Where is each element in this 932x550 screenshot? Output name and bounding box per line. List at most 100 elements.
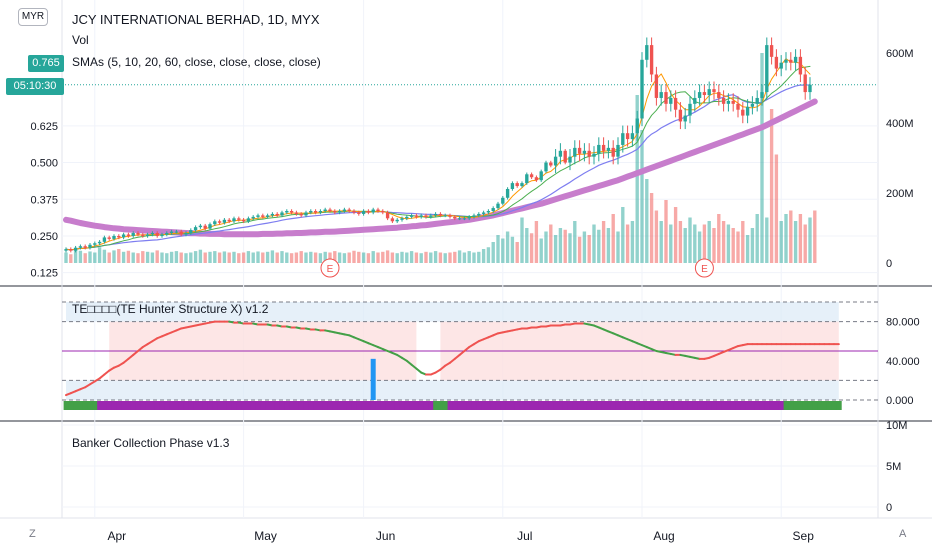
candle-body [669,97,673,104]
te-phase-cell [438,401,444,410]
sma-legend[interactable]: SMAs (5, 10, 20, 60, close, close, close… [72,55,321,69]
candle-body [289,211,294,213]
volume-bar [793,221,798,263]
te-phase-cell [534,401,540,410]
te-phase-cell [308,401,314,410]
te-phase-cell [447,401,453,410]
candle-body [342,209,347,211]
volume-bar [568,233,572,263]
te-phase-cell [380,401,386,410]
volume-bar [299,251,303,263]
te-line-segment [127,353,135,360]
te-phase-cell [831,401,837,410]
te-phase-cell [418,401,425,410]
te-phase-cell [778,401,785,410]
volume-bar [477,251,481,263]
candle-body [395,219,399,222]
te-signal-bar [370,358,376,400]
candle-body [213,221,217,225]
volume-bar [774,154,779,263]
candle-body [400,218,404,220]
candle-body [184,233,188,235]
candle-body [208,224,212,229]
volume-tick-label: 600M [886,48,914,60]
volume-bar [400,251,404,263]
te-phase-cell [322,401,329,410]
te-phase-cell [826,401,833,410]
price-tick-label: 0.625 [30,121,58,133]
volume-bar [261,252,265,263]
te-phase-cell [164,401,170,410]
candle-body [654,74,659,98]
candle-body [93,243,97,245]
volume-bar [385,250,390,263]
candle-body [808,84,812,93]
candle-body [347,209,351,211]
volume-bar [755,214,759,263]
volume-bar [481,249,486,263]
candle-body [544,162,548,172]
earnings-marker [694,258,714,278]
te-phase-cell [750,401,756,410]
te-phase-cell [126,401,132,410]
te-phase-cell [116,401,122,410]
volume-bar [179,252,183,263]
volume-bar [717,214,721,263]
volume-bar [707,221,711,263]
volume-bar [280,251,284,263]
last-price-badge: 0.765 [28,55,64,72]
te-phase-cell [711,401,717,410]
candle-body [265,215,270,217]
te-phase-cell [615,401,621,410]
te-phase-cell [111,401,117,410]
volume-bar [510,236,515,263]
candle-body [688,103,692,116]
candle-body [630,133,635,140]
te-phase-cell [678,401,684,410]
volume-bar [453,251,457,263]
candle-body [568,156,572,163]
te-phase-cell [92,401,98,410]
volume-bar [693,224,697,263]
volume-bar [712,228,716,263]
te-phase-cell [706,401,713,410]
volume-bar [390,252,395,263]
te-phase-cell [327,401,333,410]
currency-button[interactable]: MYR [18,8,48,26]
te-indicator-title[interactable]: TE□□□□(TE Hunter Structure X) v1.2 [72,302,269,316]
candle-body [741,109,745,116]
te-phase-cell [351,401,357,410]
volume-bar [741,221,745,263]
volume-bar [107,252,111,263]
candle-body [678,109,683,122]
te-phase-cell [812,401,818,410]
te-phase-cell [582,401,588,410]
volume-bar [198,249,203,263]
candle-body [621,133,625,145]
te-phase-cell [428,401,434,410]
volume-bar [237,253,241,263]
candle-body [189,230,193,234]
candle-body [64,249,68,251]
candle-body [707,89,711,96]
te-phase-cell [793,401,799,410]
volume-legend[interactable]: Vol [72,33,89,47]
volume-bar [232,251,236,263]
candle-body [126,234,131,236]
candle-body [414,215,419,217]
volume-bar [112,250,116,263]
te-phase-cell [519,401,525,410]
te-phase-cell [394,401,401,410]
volume-bar [136,253,140,263]
candle-body [750,103,755,107]
candle-body [577,147,582,154]
banker-indicator-title[interactable]: Banker Collection Phase v1.3 [72,436,230,450]
volume-bar [208,251,212,263]
te-line-segment [415,367,423,374]
zoom-toggle-button[interactable]: Z [29,528,36,540]
auto-scale-button[interactable]: A [899,528,907,540]
candle-body [251,216,255,219]
time-axis-label: Aug [653,529,674,543]
te-phase-cell [63,401,69,410]
